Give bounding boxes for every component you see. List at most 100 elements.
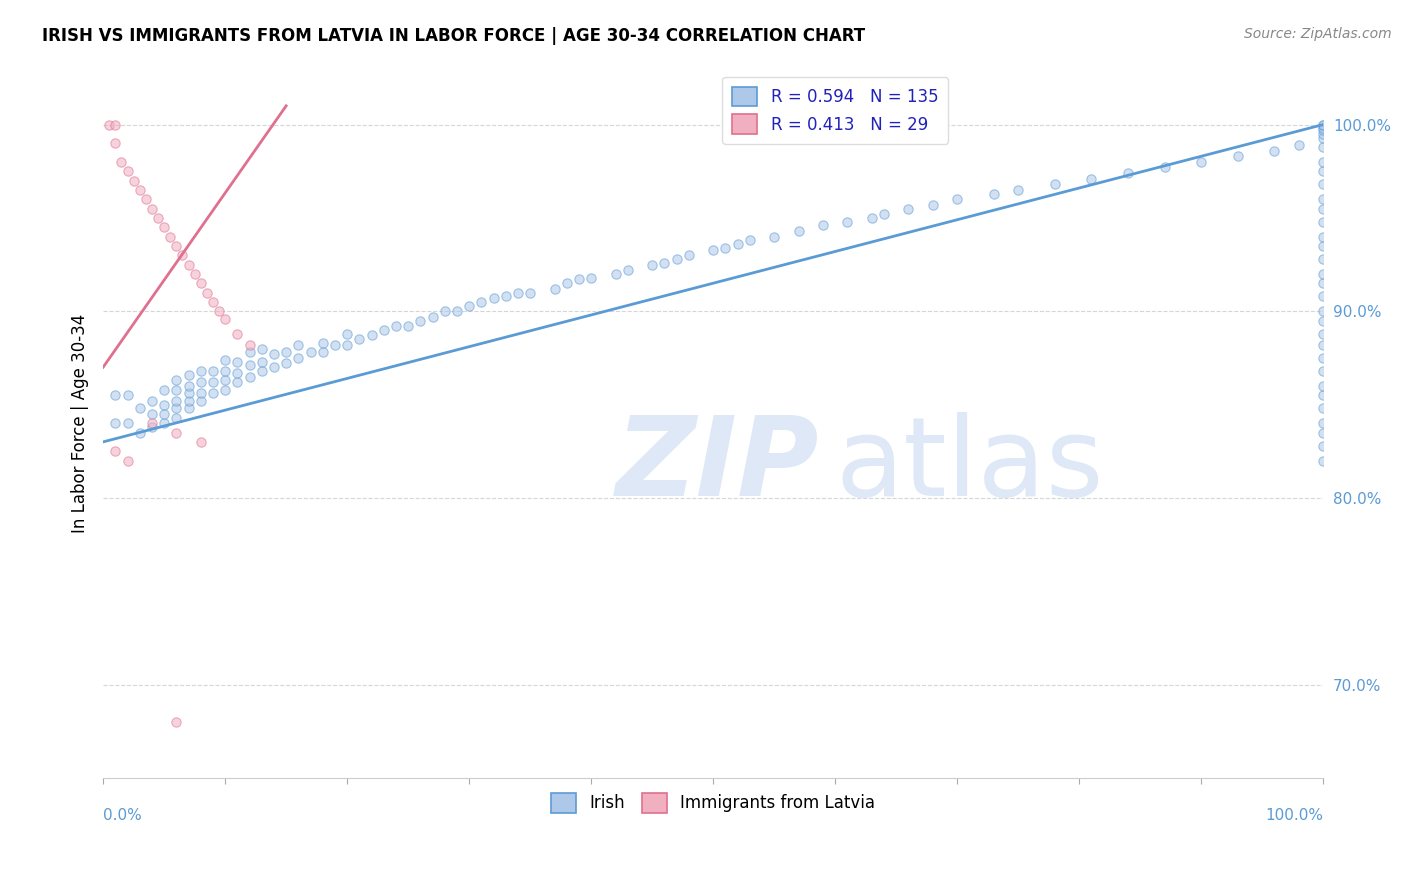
Point	[128, 183, 150, 197]
Point	[190, 393, 212, 408]
Point	[183, 267, 205, 281]
Point	[110, 154, 132, 169]
Point	[1288, 138, 1310, 153]
Point	[738, 233, 761, 247]
Point	[763, 229, 786, 244]
Point	[238, 359, 260, 373]
Point	[141, 407, 163, 421]
Point	[214, 383, 236, 397]
Point	[1312, 388, 1334, 402]
Point	[1312, 326, 1334, 341]
Point	[1312, 267, 1334, 281]
Point	[1116, 166, 1139, 180]
Point	[1312, 401, 1334, 416]
Point	[543, 282, 565, 296]
Point	[104, 136, 127, 151]
Point	[165, 425, 187, 440]
Point	[190, 434, 212, 449]
Point	[165, 373, 187, 387]
Legend: Irish, Immigrants from Latvia: Irish, Immigrants from Latvia	[544, 787, 882, 819]
Point	[117, 164, 139, 178]
Point	[506, 285, 529, 300]
Point	[349, 332, 371, 346]
Point	[654, 255, 676, 269]
Point	[190, 364, 212, 378]
Point	[1312, 118, 1334, 132]
Point	[1312, 202, 1334, 216]
Point	[1312, 164, 1334, 178]
Point	[165, 383, 187, 397]
Point	[312, 345, 335, 359]
Text: 0.0%: 0.0%	[103, 808, 142, 823]
Point	[165, 239, 187, 253]
Point	[1312, 379, 1334, 393]
Point	[153, 220, 176, 235]
Point	[98, 118, 121, 132]
Point	[946, 192, 969, 206]
Point	[226, 354, 249, 368]
Point	[1312, 178, 1334, 192]
Point	[617, 263, 640, 277]
Point	[702, 243, 724, 257]
Point	[665, 252, 688, 266]
Point	[1312, 351, 1334, 365]
Text: IRISH VS IMMIGRANTS FROM LATVIA IN LABOR FORCE | AGE 30-34 CORRELATION CHART: IRISH VS IMMIGRANTS FROM LATVIA IN LABOR…	[42, 27, 865, 45]
Point	[641, 258, 664, 272]
Point	[238, 369, 260, 384]
Point	[1153, 161, 1175, 175]
Point	[433, 304, 456, 318]
Point	[190, 276, 212, 290]
Point	[579, 270, 602, 285]
Point	[299, 345, 322, 359]
Point	[177, 386, 200, 401]
Point	[1263, 144, 1285, 158]
Point	[238, 338, 260, 352]
Point	[1312, 364, 1334, 378]
Point	[1312, 140, 1334, 154]
Point	[555, 276, 578, 290]
Point	[519, 285, 541, 300]
Point	[1312, 154, 1334, 169]
Point	[250, 354, 273, 368]
Point	[117, 416, 139, 430]
Point	[422, 310, 444, 324]
Point	[201, 294, 224, 309]
Point	[1312, 276, 1334, 290]
Text: 100.0%: 100.0%	[1265, 808, 1323, 823]
Point	[177, 368, 200, 382]
Point	[201, 364, 224, 378]
Point	[323, 338, 346, 352]
Point	[495, 289, 517, 303]
Point	[287, 338, 309, 352]
Point	[165, 410, 187, 425]
Point	[1312, 123, 1334, 137]
Point	[172, 248, 194, 262]
Point	[141, 416, 163, 430]
Point	[238, 345, 260, 359]
Point	[201, 375, 224, 389]
Point	[1226, 149, 1249, 163]
Point	[1312, 214, 1334, 228]
Y-axis label: In Labor Force | Age 30-34: In Labor Force | Age 30-34	[72, 314, 89, 533]
Point	[837, 214, 859, 228]
Point	[458, 299, 481, 313]
Point	[1312, 289, 1334, 303]
Point	[983, 186, 1005, 201]
Point	[214, 352, 236, 367]
Point	[470, 294, 492, 309]
Point	[141, 393, 163, 408]
Point	[873, 207, 896, 221]
Point	[208, 304, 231, 318]
Point	[195, 285, 218, 300]
Point	[214, 364, 236, 378]
Point	[226, 375, 249, 389]
Point	[1312, 425, 1334, 440]
Text: atlas: atlas	[835, 412, 1104, 519]
Point	[409, 313, 432, 327]
Point	[1312, 118, 1334, 132]
Point	[190, 375, 212, 389]
Point	[360, 328, 382, 343]
Point	[385, 319, 408, 334]
Point	[727, 237, 749, 252]
Point	[860, 211, 883, 225]
